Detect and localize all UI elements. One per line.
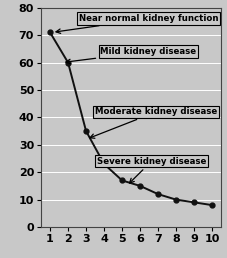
Text: Mild kidney disease: Mild kidney disease [66, 47, 196, 64]
Text: Near normal kidney function: Near normal kidney function [56, 14, 217, 33]
Text: Moderate kidney disease: Moderate kidney disease [90, 107, 216, 138]
Text: Severe kidney disease: Severe kidney disease [96, 157, 205, 183]
